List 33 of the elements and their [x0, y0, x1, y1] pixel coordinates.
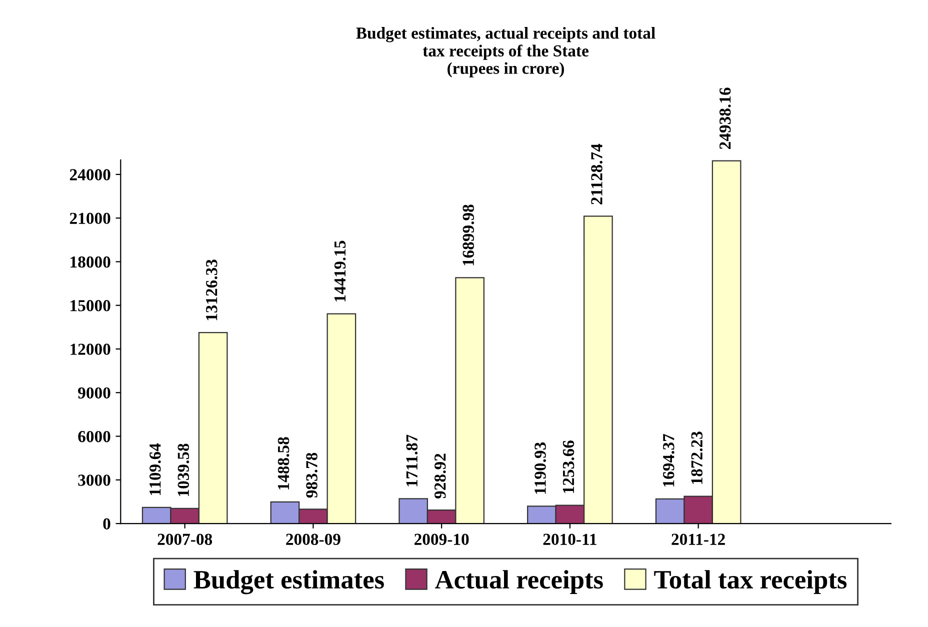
- data-label: 13126.33: [206, 260, 218, 320]
- data-label: 1039.58: [178, 444, 190, 496]
- x-tick-label: 2011-12: [672, 534, 725, 545]
- data-label: 1872.23: [691, 432, 703, 484]
- data-label: 16899.98: [462, 204, 474, 266]
- data-label: 1253.66: [562, 440, 574, 493]
- data-label: 21128.74: [591, 144, 602, 204]
- x-tick-label: 2007-08: [158, 534, 212, 545]
- y-tick-label: 12000: [70, 344, 110, 355]
- data-label: 24938.16: [719, 88, 731, 149]
- x-tick-label: 2009-10: [414, 534, 469, 545]
- data-label: 1488.58: [278, 437, 290, 490]
- y-tick-label: 3000: [78, 474, 110, 486]
- legend-label: Total tax receipts: [654, 570, 847, 594]
- data-label: 1711.87: [406, 434, 418, 486]
- y-tick-label: 18000: [70, 256, 110, 268]
- x-tick-label: 2008-09: [286, 534, 340, 545]
- chart-title: Budget estimates, actual receipts and total tax receipts of the State (rupees in crore): [356, 27, 656, 78]
- y-tick-label: 0: [103, 518, 110, 530]
- y-tick-label: 6000: [78, 430, 110, 442]
- y-tick-label: 21000: [70, 212, 110, 224]
- data-label: 1190.93: [534, 442, 546, 494]
- data-label: 983.78: [306, 452, 318, 498]
- y-tick-label: 24000: [70, 169, 110, 180]
- data-label: 14419.15: [334, 240, 346, 302]
- data-label: 1109.64: [150, 443, 161, 495]
- legend-label: Actual receipts: [435, 570, 603, 594]
- y-tick-label: 9000: [78, 387, 110, 399]
- x-tick-label: 2010-11: [543, 534, 596, 545]
- y-tick-label: 15000: [70, 300, 110, 312]
- legend-label: Budget estimates: [194, 570, 384, 594]
- data-label: 928.92: [434, 454, 446, 498]
- data-label: 1694.37: [663, 434, 674, 486]
